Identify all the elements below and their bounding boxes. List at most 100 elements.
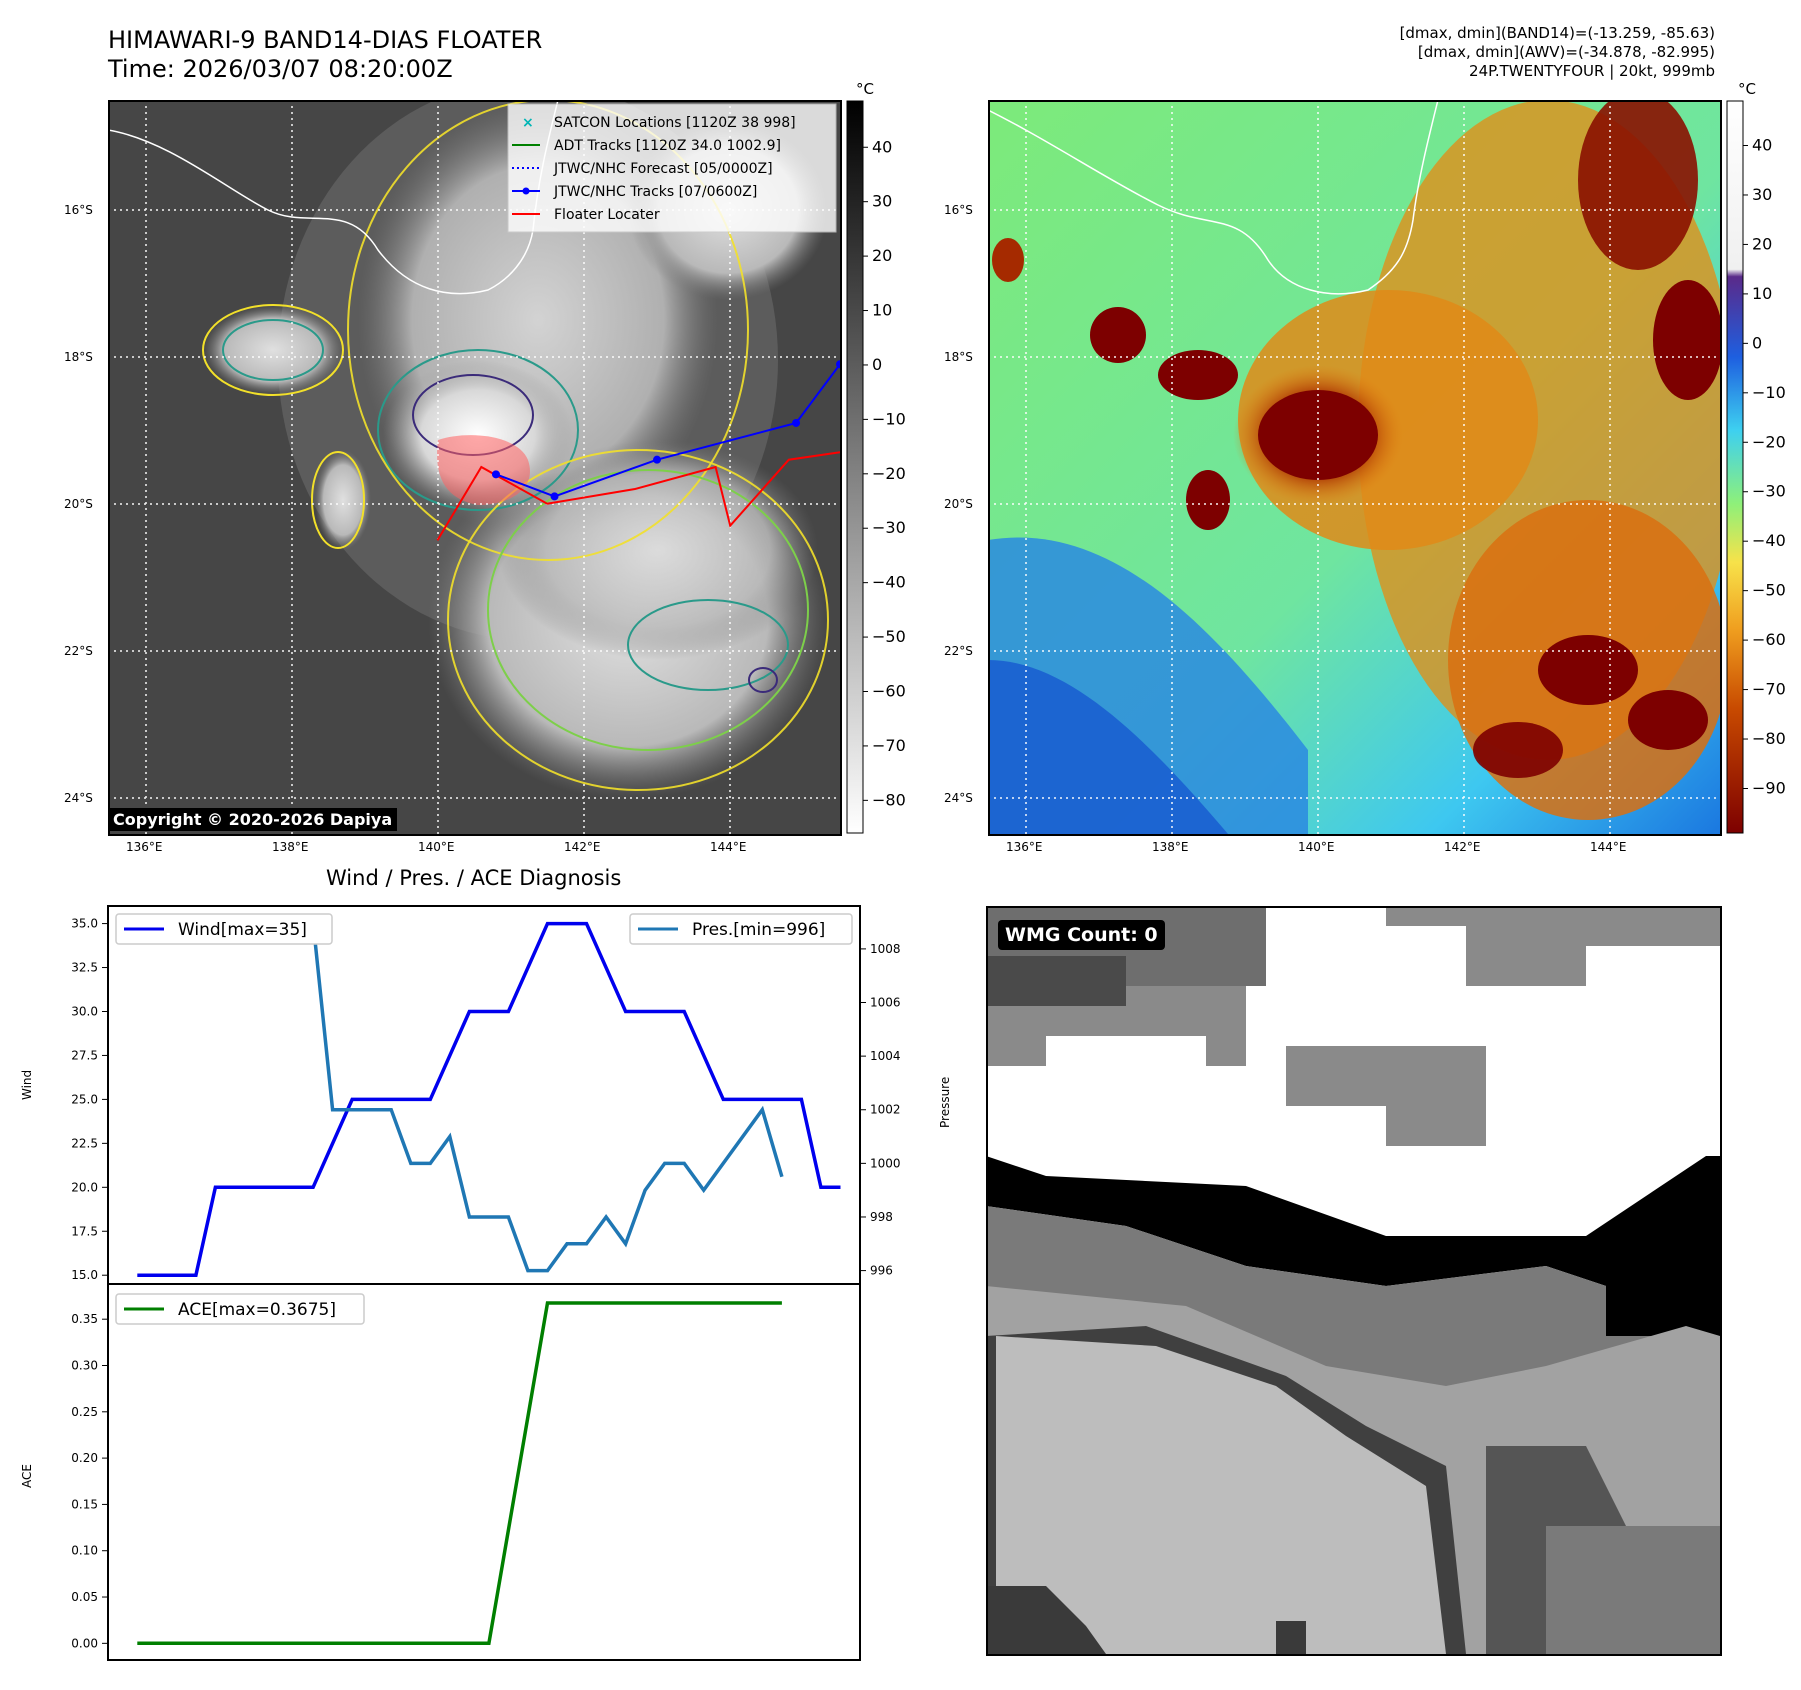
ir-grid [108, 100, 840, 834]
awv-colorbar-unit: °C [1738, 80, 1756, 98]
ace-tick-label: 0.20 [71, 1451, 98, 1465]
pressure-tick-label: 996 [870, 1264, 893, 1278]
colorbar-tick-label: 0 [872, 355, 882, 374]
copyright-label: Copyright © 2020-2026 Dapiya [108, 808, 398, 831]
colorbar-tick-label: 10 [872, 301, 892, 320]
colorbar-tick-label: 40 [872, 137, 892, 156]
jtwc-track-point [550, 492, 559, 501]
colorbar-tick-label: −60 [1752, 630, 1786, 649]
colorbar-tick-label: 40 [1752, 136, 1772, 155]
legend-label: SATCON Locations [1120Z 38 998] [554, 115, 796, 131]
awv-lon-label: 144°E [1590, 840, 1627, 854]
colorbar-tick-label: −80 [872, 790, 906, 809]
figure-title-line1: HIMAWARI-9 BAND14-DIAS FLOATER [108, 26, 543, 54]
ace-legend-box [115, 1293, 365, 1325]
legend-label: ADT Tracks [1120Z 34.0 1002.9] [554, 138, 781, 154]
ace-chart: 0.00 0.05 0.10 0.15 0.20 0.25 0.30 0.35 ACE[max=… [71, 1283, 861, 1661]
colorbar-tick-label: 30 [1752, 185, 1772, 204]
wind-series-line [137, 921, 841, 1277]
colorbar-tick-label: −70 [1752, 680, 1786, 699]
colorbar-tick-label: 30 [872, 192, 892, 211]
awv-lon-label: 136°E [1006, 840, 1043, 854]
jtwc-track-point [491, 470, 500, 479]
wind-tick-label: 25.0 [71, 1092, 98, 1106]
ace-tick-label: 0.10 [71, 1544, 98, 1558]
colorbar-tick-label: −20 [1752, 432, 1786, 451]
colorbar-tick-label: 20 [872, 246, 892, 265]
awv-lat-label: 16°S [944, 203, 973, 217]
colorbar-tick-label: −30 [872, 518, 906, 537]
pressure-tick-label: 998 [870, 1210, 893, 1224]
wind-tick-label: 15.0 [71, 1268, 98, 1282]
diagnosis-title: Wind / Pres. / ACE Diagnosis [326, 866, 622, 890]
colorbar-tick-label: −60 [872, 681, 906, 700]
colorbar-tick-label: 20 [1752, 234, 1772, 253]
info-line2: [dmax, dmin](AWV)=(-34.878, -82.995) [1417, 43, 1715, 61]
jtwc-track-point [836, 360, 840, 369]
ir-lon-label: 136°E [126, 840, 163, 854]
wind-tick-label: 27.5 [71, 1048, 98, 1062]
jtwc-track-point [653, 455, 661, 464]
pressure-tick-label: 1008 [870, 942, 901, 956]
wind-tick-label: 32.5 [71, 961, 98, 975]
wind-tick-label: 20.0 [71, 1180, 98, 1194]
info-line1: [dmax, dmin](BAND14)=(-13.259, -85.63) [1399, 24, 1715, 42]
legend-label: JTWC/NHC Tracks [07/0600Z] [553, 184, 757, 200]
ir-map: × SATCON Locations [1120Z 38 998] ADT Trac… [108, 100, 840, 834]
colorbar-tick-label: −70 [872, 736, 906, 755]
awv-map [988, 100, 1720, 834]
ace-legend-label: ACE[max=0.3675] [178, 1300, 336, 1320]
colorbar-tick-label: −20 [872, 464, 906, 483]
colorbar-tick-label: −80 [1752, 729, 1786, 748]
ir-colorbar-unit: °C [856, 80, 874, 98]
ir-lat-label: 22°S [64, 644, 93, 658]
colorbar-tick-label: −10 [872, 409, 906, 428]
wmg-frame [986, 906, 1722, 1656]
awv-colorbar: 40 30 20 10 0 −10 −20 −30 −40 −50 −60 −70 −80 −90 [1726, 100, 1786, 834]
ace-tick-label: 0.00 [71, 1636, 98, 1650]
colorbar-tick-label: −90 [1752, 778, 1786, 797]
awv-lat-label: 18°S [944, 350, 973, 364]
ir-colorbar: 40 30 20 10 0 −10 −20 −30 −40 −50 −60 −70 −80 [846, 100, 906, 834]
awv-map-frame [988, 100, 1722, 836]
awv-grid [988, 100, 1720, 834]
pressure-ylabel: Pressure [938, 1076, 952, 1128]
ir-lon-label: 142°E [564, 840, 601, 854]
ir-lat-label: 16°S [64, 203, 93, 217]
colorbar-tick-label: 10 [1752, 284, 1772, 303]
awv-lat-label: 20°S [944, 497, 973, 511]
colorbar-tick-label: −30 [1752, 482, 1786, 501]
wind-plot-frame [107, 905, 861, 1285]
ace-plot-frame [107, 1283, 861, 1661]
colorbar-tick-label: −40 [872, 573, 906, 592]
legend-label: JTWC/NHC Forecast [05/0000Z] [553, 161, 773, 177]
awv-lat-label: 22°S [944, 644, 973, 658]
wind-tick-label: 22.5 [71, 1136, 98, 1150]
figure-title-line2: Time: 2026/03/07 08:20:00Z [108, 55, 453, 83]
pressure-series-line [137, 920, 784, 1273]
ir-lat-label: 18°S [64, 350, 93, 364]
awv-lon-label: 140°E [1298, 840, 1335, 854]
wmg-count-badge: WMG Count: 0 [998, 920, 1165, 950]
ace-tick-label: 0.05 [71, 1590, 98, 1604]
ace-series-line [137, 1301, 782, 1646]
ir-lon-label: 140°E [418, 840, 455, 854]
pressure-tick-label: 1006 [870, 996, 901, 1010]
wind-tick-label: 35.0 [71, 917, 98, 931]
ace-tick-label: 0.15 [71, 1497, 98, 1511]
pressure-legend-label: Pres.[min=996] [692, 920, 825, 940]
ace-ylabel: ACE [20, 1464, 34, 1488]
ace-tick-label: 0.25 [71, 1405, 98, 1419]
ace-tick-label: 0.30 [71, 1358, 98, 1372]
wind-pressure-chart: 15.0 17.5 20.0 22.5 25.0 27.5 30.0 32.5 35.0 996 9… [71, 905, 901, 1285]
awv-lon-label: 142°E [1444, 840, 1481, 854]
info-line3: 24P.TWENTYFOUR | 20kt, 999mb [1469, 62, 1715, 80]
wind-ylabel: Wind [20, 1069, 34, 1100]
wind-legend-box [115, 913, 333, 945]
awv-lat-label: 24°S [944, 791, 973, 805]
colorbar-tick-label: −50 [1752, 581, 1786, 600]
pressure-tick-label: 1000 [870, 1156, 901, 1170]
ir-lon-label: 138°E [272, 840, 309, 854]
legend-marker: × [522, 115, 534, 131]
ir-legend-box [507, 103, 837, 233]
